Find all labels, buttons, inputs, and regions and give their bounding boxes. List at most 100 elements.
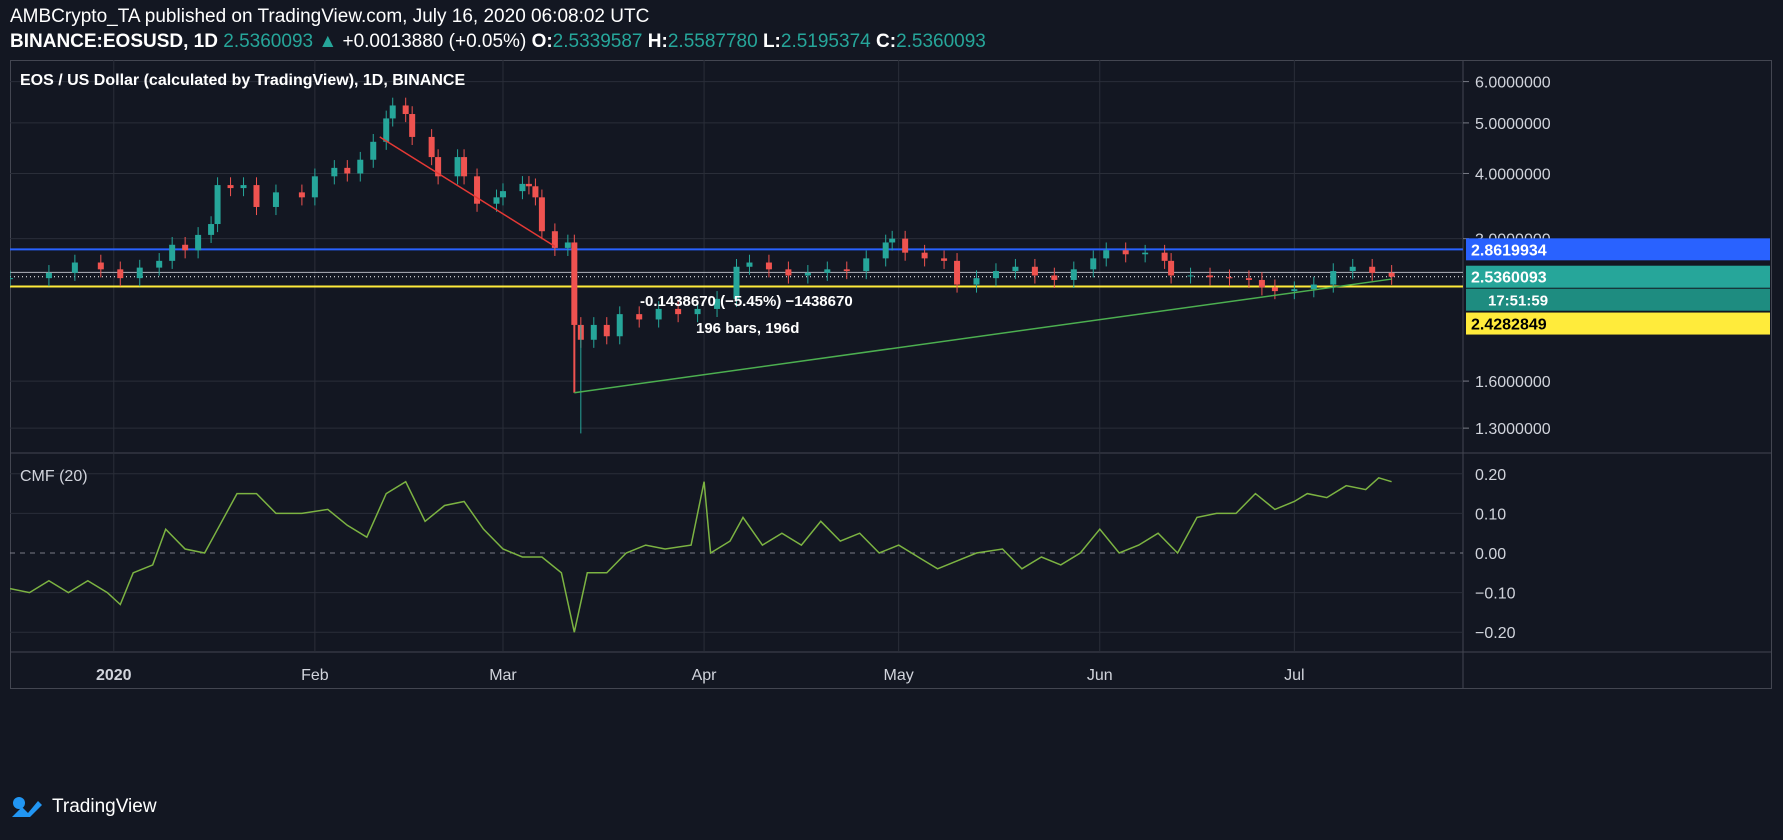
candle (389, 105, 396, 119)
cmf-tick-label: 0.00 (1475, 546, 1506, 563)
candle (1291, 289, 1298, 292)
candle (357, 159, 364, 174)
chart-title: EOS / US Dollar (calculated by TradingVi… (20, 72, 465, 89)
low-label: L: (762, 31, 781, 52)
symbol-name[interactable]: BINANCE:EOSUSD, 1D (10, 31, 218, 52)
candle (1103, 250, 1110, 259)
candle (214, 185, 221, 225)
candle (7, 278, 13, 280)
resistance-price-tag: 2.8619934 (1471, 242, 1547, 259)
close-label: C: (876, 31, 897, 52)
candle (97, 262, 104, 270)
candle (532, 186, 539, 198)
downtrend-trendline (379, 136, 556, 247)
candle (941, 258, 948, 261)
candle (636, 314, 643, 320)
time-tick-label: Jun (1087, 667, 1113, 684)
cmf-tick-label: −0.20 (1475, 625, 1516, 642)
candle (435, 157, 442, 177)
candle (253, 185, 260, 207)
candle (804, 272, 811, 276)
candle (71, 262, 78, 273)
candle (182, 244, 189, 251)
candle (1070, 269, 1077, 280)
candle (1122, 250, 1129, 255)
candle (1031, 266, 1038, 276)
candle (902, 238, 909, 253)
candle (863, 258, 870, 272)
candle (1012, 266, 1019, 272)
open-label: O: (531, 31, 553, 52)
chart-frame (10, 60, 1772, 689)
tradingview-footer: TradingView (10, 796, 157, 818)
candle (525, 183, 532, 187)
uptrend-trendline (574, 278, 1392, 394)
candle (1226, 277, 1233, 279)
candle (921, 252, 928, 259)
candle (538, 197, 545, 232)
candle (824, 269, 831, 273)
time-tick-label: Feb (301, 667, 329, 684)
candle (564, 242, 571, 248)
candle (117, 269, 124, 279)
candle (331, 167, 338, 177)
change-value: +0.0013880 (+0.05%) (342, 31, 527, 52)
candle (765, 262, 772, 270)
publisher-line: AMBCrypto_TA published on TradingView.co… (10, 6, 649, 28)
high-label: H: (647, 31, 668, 52)
candle (973, 278, 980, 285)
support-price-tag: 2.4282849 (1471, 317, 1547, 334)
high-value: 2.5587780 (667, 31, 758, 52)
candle (461, 157, 468, 177)
candle (590, 324, 597, 340)
last-price: 2.5360093 (223, 31, 314, 52)
cmf-tick-label: −0.10 (1475, 586, 1516, 603)
chart-svg[interactable]: 6.00000005.00000004.00000003.00000001.60… (7, 60, 1772, 782)
candle (843, 269, 850, 272)
candle (1168, 260, 1175, 276)
candle (344, 167, 351, 174)
chart-panel[interactable]: 6.00000005.00000004.00000003.00000001.60… (7, 60, 1772, 782)
last-price-tag: 2.5360093 (1471, 270, 1547, 287)
price-tick-label: 6.0000000 (1475, 75, 1551, 92)
candle (156, 260, 163, 268)
candle (603, 324, 610, 337)
candle (169, 244, 176, 261)
candle (616, 314, 623, 337)
candle (954, 260, 961, 285)
candle (493, 197, 500, 204)
candle (655, 308, 662, 320)
time-tick-label: Jul (1284, 667, 1304, 684)
candle (1349, 266, 1356, 272)
cmf-tick-label: 0.20 (1475, 467, 1506, 484)
candle (992, 271, 999, 279)
candle (1142, 252, 1149, 255)
last-price-tag-bg (1466, 265, 1770, 288)
price-tick-label: 1.3000000 (1475, 421, 1551, 438)
candle (370, 141, 377, 160)
candle (889, 238, 896, 243)
candle (402, 105, 409, 115)
candle (1369, 266, 1376, 273)
time-tick-label: Mar (489, 667, 517, 684)
candle (311, 176, 318, 198)
candle (551, 231, 558, 248)
candle (272, 192, 279, 207)
tradingview-brand: TradingView (52, 796, 157, 817)
candle (195, 234, 202, 251)
candle (208, 224, 215, 235)
candle (1330, 271, 1337, 285)
candle (454, 157, 461, 177)
time-tick-label: May (884, 667, 914, 684)
candle (1161, 252, 1168, 261)
candle (675, 308, 682, 315)
candle (694, 308, 701, 315)
candle (1388, 272, 1395, 277)
candle (499, 191, 506, 198)
candle (1258, 279, 1265, 288)
countdown-tag-bg (1466, 288, 1770, 311)
price-tick-label: 1.6000000 (1475, 374, 1551, 391)
candle (227, 185, 234, 189)
candle (519, 183, 526, 192)
measure-label-line2: 196 bars, 196d (696, 320, 799, 337)
